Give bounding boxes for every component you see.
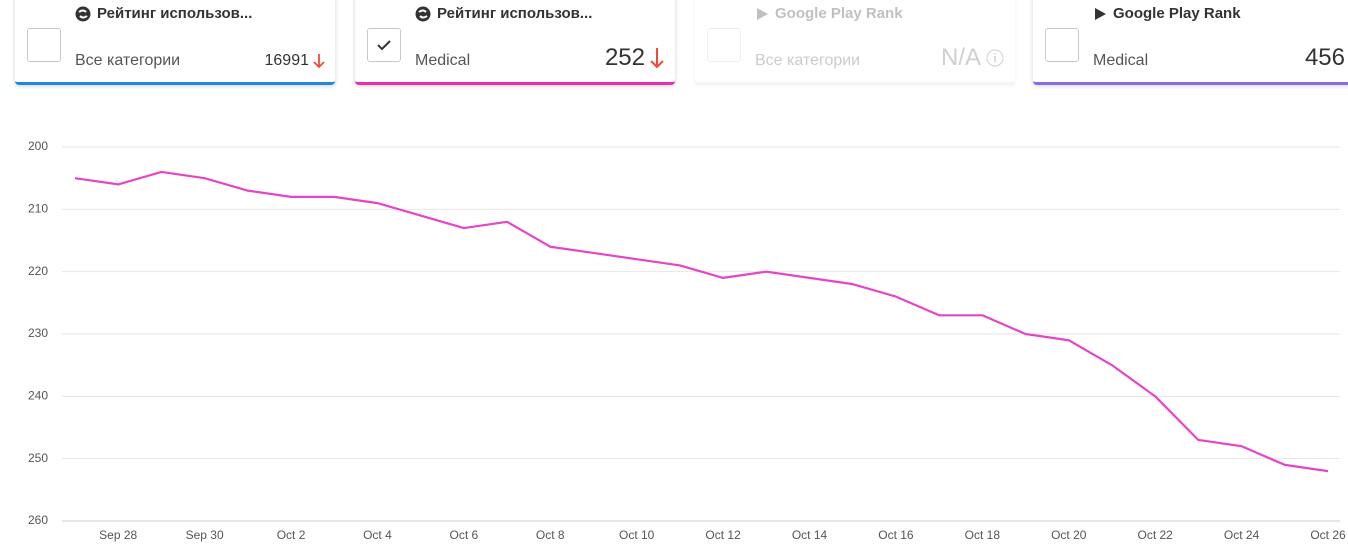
card-value: N/A [941, 44, 1005, 72]
y-tick-label: 200 [28, 139, 48, 153]
checkbox[interactable] [27, 28, 61, 62]
info-icon [986, 49, 1004, 67]
metric-card[interactable]: Google Play Rank Все категории N/A [695, 0, 1015, 85]
card-title: Google Play Rank [1093, 5, 1241, 22]
x-tick-label: Oct 24 [1224, 528, 1260, 542]
card-title: Рейтинг использов... [75, 5, 252, 22]
metric-card[interactable]: Рейтинг использов... Все категории 16991 [15, 0, 335, 85]
checkbox[interactable] [367, 28, 401, 62]
icon [415, 6, 431, 21]
x-tick-label: Sep 28 [99, 528, 137, 542]
icon [1095, 7, 1106, 20]
series-line [74, 170, 1329, 473]
checkmark [377, 40, 391, 51]
x-tick-label: Oct 10 [619, 528, 655, 542]
checkbox[interactable] [1045, 28, 1079, 62]
card-title: Google Play Rank [755, 5, 903, 22]
title-text: Google Play Rank [775, 5, 903, 22]
card-subtitle: Medical [415, 52, 471, 69]
x-tick-label: Oct 8 [536, 528, 565, 542]
metric-card[interactable]: Рейтинг использов... Medical 252 [355, 0, 675, 85]
x-tick-label: Oct 6 [450, 528, 479, 542]
x-tick-label: Oct 26 [1310, 528, 1346, 542]
x-tick-label: Sep 30 [186, 528, 224, 542]
down-arrow [313, 54, 325, 69]
checkbox[interactable] [707, 28, 741, 62]
x-tick-label: Oct 22 [1137, 528, 1173, 542]
y-tick-label: 210 [28, 202, 48, 216]
x-tick-label: Oct 2 [277, 528, 306, 542]
metric-card[interactable]: Google Play Rank Medical 456 [1033, 0, 1348, 85]
icon [75, 6, 91, 21]
title-text: Google Play Rank [1113, 5, 1241, 22]
value-text: N/A [940, 44, 981, 71]
y-tick-label: 230 [28, 326, 48, 340]
value-text: 252 [604, 44, 645, 71]
card-subtitle: Все категории [75, 52, 181, 69]
x-tick-label: Oct 14 [792, 528, 828, 542]
icon [757, 7, 768, 20]
y-tick-label: 240 [28, 389, 48, 403]
card-value: 456 [1305, 44, 1345, 72]
y-tick-label: 260 [28, 513, 48, 527]
card-value: 252 [605, 44, 665, 72]
x-tick-label: Oct 16 [878, 528, 914, 542]
y-tick-label: 250 [28, 451, 48, 465]
x-tick-label: Oct 4 [363, 528, 392, 542]
value-text: 456 [1304, 44, 1345, 71]
y-tick-label: 220 [28, 264, 48, 278]
card-subtitle: Medical [1093, 52, 1149, 69]
x-tick-label: Oct 18 [965, 528, 1001, 542]
down-arrow [650, 48, 664, 69]
x-tick-label: Oct 20 [1051, 528, 1087, 542]
card-subtitle: Все категории [755, 52, 861, 69]
title-text: Рейтинг использов... [437, 5, 593, 22]
x-tick-label: Oct 12 [705, 528, 741, 542]
value-text: 16991 [264, 52, 310, 69]
card-value: 16991 [265, 52, 326, 70]
title-text: Рейтинг использов... [97, 5, 253, 22]
card-title: Рейтинг использов... [415, 5, 592, 22]
